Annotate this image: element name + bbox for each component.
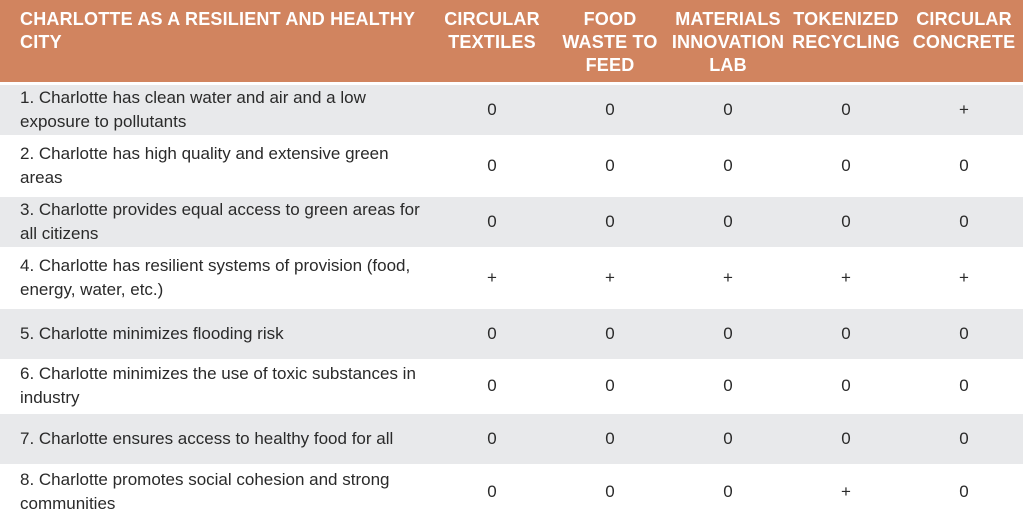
cell-value: 0 <box>841 376 851 395</box>
cell-value: + <box>959 100 969 119</box>
cell-value: 0 <box>487 376 497 395</box>
cell-value: 0 <box>605 100 615 119</box>
table-row: 2. Charlotte has high quality and extens… <box>0 141 1023 191</box>
cell-value: 0 <box>723 376 733 395</box>
column-header-line: INNOVATION <box>671 32 785 52</box>
cell-value: 0 <box>841 324 851 343</box>
cell-value: 0 <box>841 429 851 448</box>
row-label: 2. Charlotte has high quality and extens… <box>20 144 389 187</box>
cell-value: 0 <box>959 429 969 448</box>
column-header-line: FOOD <box>583 9 637 29</box>
cell-value: 0 <box>605 482 615 501</box>
column-header-line: RECYCLING <box>792 32 900 52</box>
cell-value: + <box>841 482 851 501</box>
cell-value: 0 <box>723 100 733 119</box>
column-header-line: CONCRETE <box>912 32 1016 52</box>
row-label: 1. Charlotte has clean water and air and… <box>20 88 366 131</box>
row-label: 4. Charlotte has resilient systems of pr… <box>20 256 411 299</box>
cell-value: 0 <box>605 156 615 175</box>
column-header-tokenized-recycling: TOKENIZED RECYCLING <box>786 8 906 54</box>
row-label: 7. Charlotte ensures access to healthy f… <box>20 429 394 448</box>
cell-value: 0 <box>487 100 497 119</box>
row-label: 5. Charlotte minimizes flooding risk <box>20 324 284 343</box>
column-header-line: CIRCULAR <box>916 9 1012 29</box>
cell-value: 0 <box>959 212 969 231</box>
column-header-food-waste-to-feed: FOOD WASTE TO FEED <box>550 8 670 77</box>
cell-value: 0 <box>841 100 851 119</box>
table-row: 5. Charlotte minimizes flooding risk 0 0… <box>0 309 1023 359</box>
table-row: 8. Charlotte promotes social cohesion an… <box>0 466 1023 518</box>
cell-value: 0 <box>487 156 497 175</box>
cell-value: 0 <box>723 324 733 343</box>
cell-value: 0 <box>841 156 851 175</box>
cell-value: 0 <box>959 482 969 501</box>
column-header-line: CIRCULAR <box>444 9 540 29</box>
cell-value: + <box>487 268 497 287</box>
column-header-circular-textiles: CIRCULAR TEXTILES <box>432 8 552 54</box>
cell-value: 0 <box>605 324 615 343</box>
cell-value: 0 <box>487 482 497 501</box>
cell-value: + <box>841 268 851 287</box>
table-header: CHARLOTTE AS A RESILIENT AND HEALTHY CIT… <box>0 0 1023 82</box>
cell-value: 0 <box>605 429 615 448</box>
cell-value: 0 <box>959 156 969 175</box>
table-title: CHARLOTTE AS A RESILIENT AND HEALTHY CIT… <box>20 9 415 52</box>
column-header-line: TOKENIZED <box>793 9 899 29</box>
cell-value: 0 <box>487 429 497 448</box>
row-label: 3. Charlotte provides equal access to gr… <box>20 200 420 243</box>
row-label: 8. Charlotte promotes social cohesion an… <box>20 470 390 513</box>
column-header-line: TEXTILES <box>448 32 536 52</box>
cell-value: + <box>959 268 969 287</box>
cell-value: + <box>723 268 733 287</box>
cell-value: 0 <box>959 324 969 343</box>
table-row: 3. Charlotte provides equal access to gr… <box>0 197 1023 247</box>
cell-value: 0 <box>487 212 497 231</box>
row-label: 6. Charlotte minimizes the use of toxic … <box>20 364 416 407</box>
cell-value: 0 <box>723 482 733 501</box>
column-header-line: MATERIALS <box>675 9 781 29</box>
column-header-line: FEED <box>585 55 635 75</box>
table-row: 6. Charlotte minimizes the use of toxic … <box>0 361 1023 411</box>
column-header-materials-innovation-lab: MATERIALS INNOVATION LAB <box>668 8 788 77</box>
cell-value: + <box>605 268 615 287</box>
cell-value: 0 <box>487 324 497 343</box>
cell-value: 0 <box>605 376 615 395</box>
cell-value: 0 <box>605 212 615 231</box>
table-row: 4. Charlotte has resilient systems of pr… <box>0 253 1023 303</box>
cell-value: 0 <box>723 212 733 231</box>
column-header-circular-concrete: CIRCULAR CONCRETE <box>904 8 1023 54</box>
cell-value: 0 <box>723 429 733 448</box>
column-header-line: WASTE TO <box>562 32 658 52</box>
cell-value: 0 <box>959 376 969 395</box>
cell-value: 0 <box>723 156 733 175</box>
cell-value: 0 <box>841 212 851 231</box>
table-row: 7. Charlotte ensures access to healthy f… <box>0 414 1023 464</box>
table-row: 1. Charlotte has clean water and air and… <box>0 85 1023 135</box>
column-header-line: LAB <box>709 55 747 75</box>
